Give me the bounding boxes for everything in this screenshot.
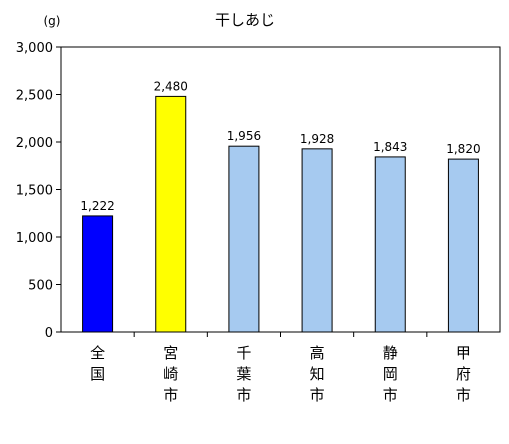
bar	[155, 95, 187, 333]
data-label: 1,956	[227, 129, 261, 143]
category-label: 全国	[90, 344, 105, 383]
data-label: 2,480	[154, 79, 188, 93]
plot-area: 0 500 1,000 1,500 2,000 2,500 3,000 1,222 全国 2,48…	[16, 41, 501, 404]
bar	[447, 158, 479, 333]
category-label: 千葉市	[236, 344, 251, 404]
y-tick-label: 1,500	[16, 184, 53, 199]
data-label: 1,820	[446, 142, 480, 156]
y-tick-label: 500	[28, 279, 53, 294]
data-label: 1,928	[300, 132, 334, 146]
category-label: 甲府市	[456, 344, 471, 404]
category-label: 高知市	[310, 344, 325, 404]
y-tick-label: 3,000	[16, 41, 53, 56]
data-label: 1,222	[80, 199, 114, 213]
y-tick-label: 1,000	[16, 231, 53, 246]
plot-frame	[60, 46, 501, 333]
category-label: 静岡市	[383, 344, 398, 404]
bar	[82, 215, 114, 333]
y-tick-label: 2,500	[16, 89, 53, 104]
bar	[301, 148, 333, 333]
bar	[228, 145, 260, 333]
category-label: 宮崎市	[163, 344, 178, 404]
chart-title: 干しあじ	[215, 11, 275, 29]
y-axis-unit-label: (g)	[44, 14, 61, 28]
y-tick-label: 0	[45, 326, 53, 341]
data-label: 1,843	[373, 140, 407, 154]
y-tick-label: 2,000	[16, 136, 53, 151]
bar	[374, 156, 406, 333]
